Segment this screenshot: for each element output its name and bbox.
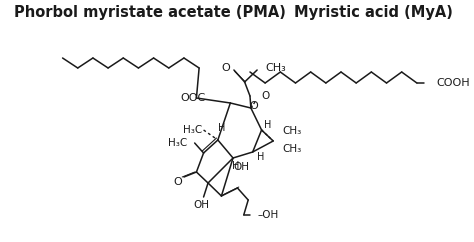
Text: O: O xyxy=(249,101,258,111)
Text: CH₃: CH₃ xyxy=(265,63,286,73)
Text: COOH: COOH xyxy=(437,78,470,88)
Text: Myristic acid (MyA): Myristic acid (MyA) xyxy=(294,5,453,20)
Text: H: H xyxy=(232,161,239,171)
Text: H₃C: H₃C xyxy=(168,138,188,148)
Text: H₃C: H₃C xyxy=(182,125,202,135)
Text: O: O xyxy=(262,91,270,101)
Text: OOC: OOC xyxy=(180,93,205,103)
Text: O: O xyxy=(222,63,230,73)
Text: OH: OH xyxy=(193,200,209,210)
Text: Phorbol myristate acetate (PMA): Phorbol myristate acetate (PMA) xyxy=(14,5,286,20)
Text: OH: OH xyxy=(233,162,249,172)
Text: H: H xyxy=(218,123,225,133)
Text: CH₃: CH₃ xyxy=(282,144,301,154)
Text: –OH: –OH xyxy=(257,210,278,220)
Text: H: H xyxy=(264,120,272,130)
Text: H: H xyxy=(257,152,264,162)
Text: O: O xyxy=(173,177,182,187)
Text: CH₃: CH₃ xyxy=(282,126,301,136)
